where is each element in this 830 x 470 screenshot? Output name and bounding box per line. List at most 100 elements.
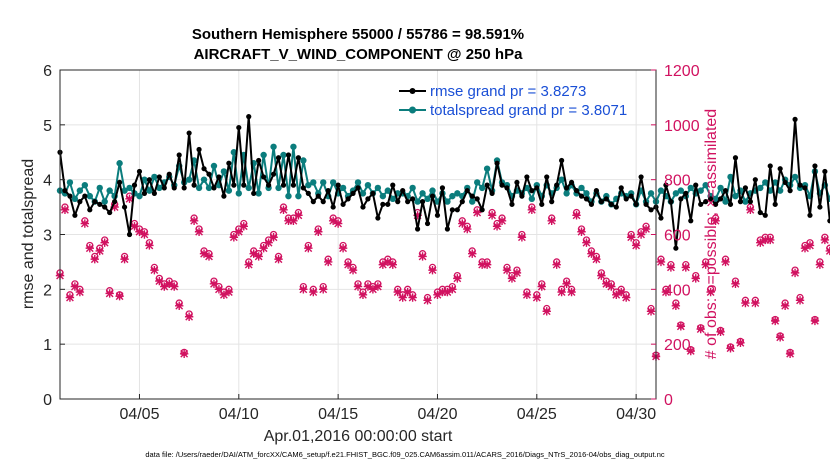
obs-assimilated-point (75, 287, 85, 297)
obs-assimilated-point (622, 293, 631, 302)
rmse-point (251, 190, 257, 196)
chart-subtitle: AIRCRAFT_V_WIND_COMPONENT @ 250 hPa (194, 46, 524, 63)
rmse-point (415, 226, 421, 232)
rmse-point (320, 199, 326, 205)
rmse-point (544, 174, 550, 180)
rmse-point (752, 177, 758, 183)
rmse-point (792, 116, 798, 122)
rmse-point (112, 199, 118, 205)
totalspread-point (429, 187, 436, 194)
rmse-point (504, 185, 510, 191)
totalspread-point (776, 187, 784, 194)
obs-assimilated-point (155, 276, 164, 286)
rmse-point (469, 193, 475, 199)
obs-assimilated-point (433, 290, 442, 300)
obs-assimilated-point (736, 338, 745, 347)
obs-assimilated-point (259, 244, 268, 253)
rmse-point (275, 155, 282, 161)
rmse-point (176, 152, 182, 158)
obs-assimilated-point (800, 244, 810, 253)
totalspread-point (280, 151, 287, 159)
rmse-point (395, 199, 401, 205)
obs-assimilated-point (363, 282, 373, 291)
left-tick-label: 4 (43, 173, 52, 190)
rmse-point (484, 182, 490, 188)
rmse-point (360, 204, 366, 210)
right-tick-label: 1000 (664, 118, 700, 135)
rmse-point (598, 199, 604, 205)
obs-assimilated-point (70, 282, 80, 291)
obs-assimilated-point (453, 274, 462, 283)
obs-assimilated-point (130, 222, 139, 231)
rmse-point (663, 182, 669, 188)
rmse-point (708, 196, 714, 202)
obs-assimilated-point (676, 322, 686, 331)
totalspread-point (558, 176, 565, 183)
rmse-point (340, 201, 346, 207)
totalspread-point (320, 179, 327, 186)
totalspread-point (81, 181, 89, 189)
rmse-point (797, 182, 803, 188)
rmse-point (330, 204, 336, 210)
obs-assimilated-point (438, 287, 447, 297)
rmse-point (643, 201, 649, 207)
obs-assimilated-point (299, 285, 308, 294)
right-tick-label: 800 (664, 173, 691, 190)
totalspread-point (384, 187, 391, 194)
obs-assimilated-point (701, 260, 710, 269)
totalspread-point (697, 187, 704, 194)
totalspread-point (230, 149, 238, 156)
left-tick-label: 2 (43, 282, 52, 299)
rmse-point (266, 182, 272, 188)
obs-assimilated-point (338, 244, 348, 253)
rmse-point (454, 207, 460, 213)
rmse-point (136, 168, 143, 175)
totalspread-point (672, 190, 680, 197)
obs-assimilated-point (562, 279, 571, 289)
obs-assimilated-point (368, 285, 378, 294)
totalspread-point (245, 184, 252, 192)
rmse-point (549, 199, 555, 205)
rmse-point (573, 188, 580, 194)
obs-assimilated-point (572, 211, 581, 220)
rmse-point (529, 188, 535, 194)
totalspread-point (76, 187, 84, 194)
totalspread-point (106, 187, 113, 194)
rmse-point (92, 199, 98, 205)
rmse-point (578, 193, 585, 199)
totalspread-point (424, 195, 431, 203)
rmse-point (305, 190, 311, 196)
rmse-point (121, 204, 128, 210)
obs-assimilated-point (463, 224, 472, 234)
obs-assimilated-point (746, 205, 755, 215)
rmse-point (464, 188, 470, 194)
totalspread-point (791, 173, 799, 181)
rmse-point (151, 190, 157, 196)
obs-assimilated-point (552, 260, 561, 269)
rmse-point (290, 182, 297, 188)
obs-assimilated-point (343, 260, 353, 269)
rmse-point (623, 196, 629, 202)
totalspread-point (225, 187, 233, 194)
obs-assimilated-point (319, 285, 328, 294)
rmse-point (424, 220, 431, 227)
obs-assimilated-point (204, 252, 214, 261)
totalspread-point (235, 190, 242, 197)
totalspread-point (220, 168, 228, 175)
x-tick-label: 04/05 (119, 406, 159, 423)
obs-assimilated-point (100, 238, 109, 247)
rmse-point (732, 155, 739, 161)
rmse-point (554, 182, 560, 188)
obs-assimilated-point (333, 219, 343, 228)
rmse-point (782, 179, 788, 186)
legend: rmse grand pr = 3.8273 totalspread grand… (399, 83, 627, 119)
rmse-point (777, 166, 783, 172)
rmse-point (812, 163, 818, 169)
obs-assimilated-point (582, 238, 591, 247)
obs-assimilated-point (413, 211, 422, 220)
right-tick-label: 200 (664, 337, 691, 354)
rmse-point (315, 193, 321, 199)
obs-assimilated-point (706, 287, 715, 297)
right-tick-label: 1200 (664, 63, 700, 80)
obs-assimilated-point (378, 260, 388, 269)
